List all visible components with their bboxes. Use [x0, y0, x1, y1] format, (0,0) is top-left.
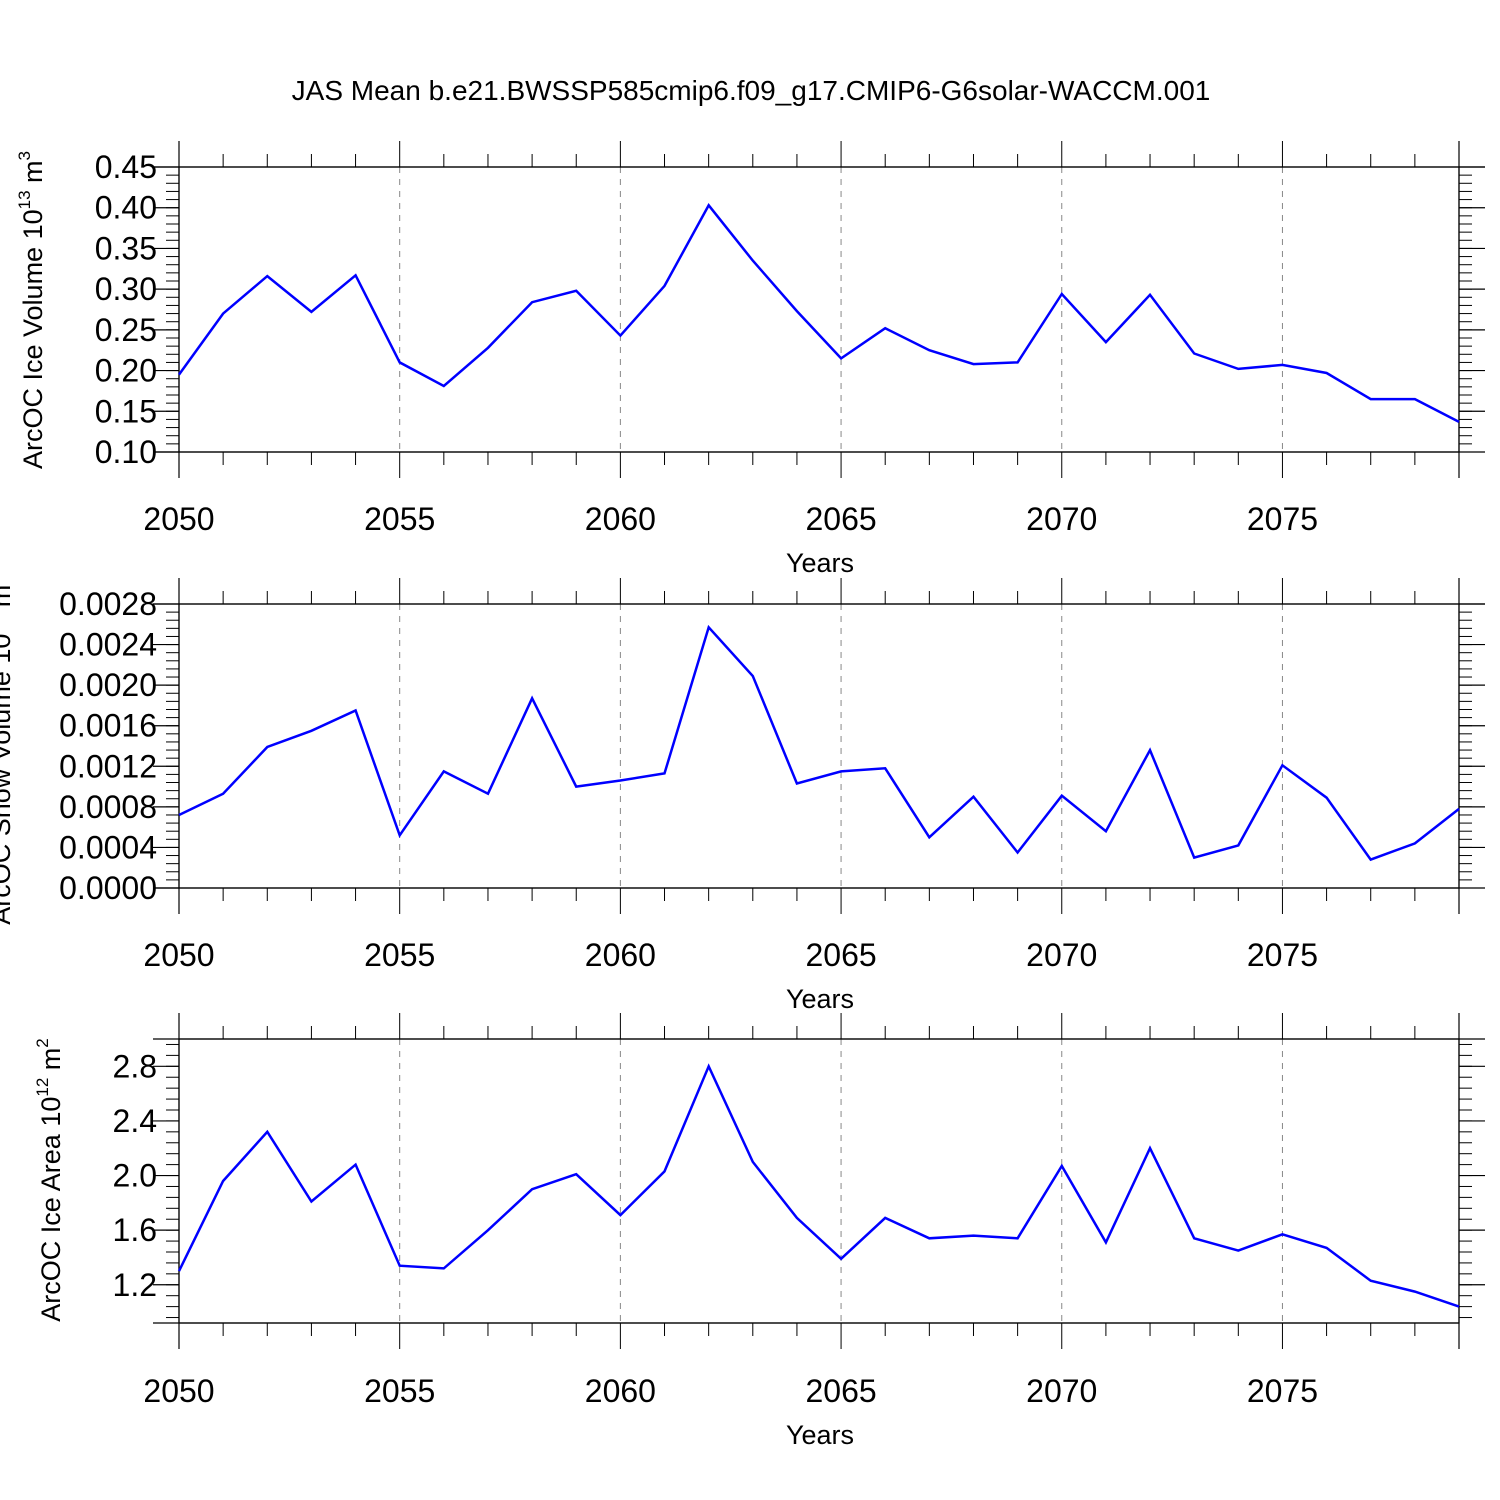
- y-tick-label: 0.35: [95, 230, 157, 266]
- plot-frame: [178, 603, 1460, 889]
- y-tick-label: 2.0: [113, 1158, 157, 1194]
- y-tick-label: 0.25: [95, 312, 157, 348]
- y-tick-label: 0.0008: [59, 789, 157, 825]
- x-tick-label: 2065: [805, 1373, 876, 1409]
- x-tick-label: 2065: [805, 937, 876, 973]
- y-tick-label: 0.45: [95, 149, 157, 185]
- x-tick-label: 2060: [585, 937, 656, 973]
- y-tick-label: 2.8: [113, 1048, 157, 1084]
- y-tick-label: 1.2: [113, 1267, 157, 1303]
- x-tick-label: 2070: [1026, 1373, 1097, 1409]
- x-axis-title: Years: [786, 548, 854, 578]
- x-tick-label: 2050: [143, 937, 214, 973]
- series-line: [178, 624, 1460, 862]
- x-tick-label: 2075: [1247, 1373, 1318, 1409]
- y-tick-label: 2.4: [113, 1103, 157, 1139]
- y-tick-label: 0.0020: [59, 667, 157, 703]
- panel-ice-volume: 0.10 0.15 0.20 0.25 0.30 0.35 0.40 0.45 2050 2055…: [15, 141, 1485, 578]
- y-tick-label: 0.40: [95, 190, 157, 226]
- page-title: JAS Mean b.e21.BWSSP585cmip6.f09_g17.CMI…: [292, 75, 1211, 106]
- x-tick-label: 2075: [1247, 937, 1318, 973]
- plot-frame: [178, 1038, 1460, 1324]
- x-axis-title: Years: [786, 984, 854, 1014]
- y-tick-label: 0.0000: [59, 870, 157, 906]
- x-tick-label: 2060: [585, 1373, 656, 1409]
- series-line: [177, 203, 1460, 424]
- x-tick-label: 2065: [805, 501, 876, 537]
- x-tick-label: 2050: [143, 1373, 214, 1409]
- x-tick-label: 2055: [364, 937, 435, 973]
- series-line: [177, 1063, 1460, 1308]
- panel-ice-area: 1.2 1.6 2.0 2.4 2.8 2050 2055 2060 2065 2070 2075 Y…: [33, 1013, 1485, 1450]
- y-tick-label: 0.15: [95, 393, 157, 429]
- y-tick-label: 0.0012: [59, 748, 157, 784]
- x-axis-title: Years: [786, 1420, 854, 1450]
- y-axis-title: ArcOC Snow Volume 1013 m3: [0, 575, 16, 925]
- y-tick-label: 0.20: [95, 353, 157, 389]
- x-tick-label: 2075: [1247, 501, 1318, 537]
- y-tick-label: 0.0024: [59, 627, 157, 663]
- x-tick-label: 2060: [585, 501, 656, 537]
- y-tick-label: 0.30: [95, 271, 157, 307]
- y-tick-label: 0.0028: [59, 586, 157, 622]
- y-axis-title: ArcOC Ice Area 1012 m2: [33, 1038, 66, 1322]
- plot-frame: [178, 166, 1460, 453]
- x-tick-label: 2070: [1026, 937, 1097, 973]
- x-tick-label: 2050: [143, 501, 214, 537]
- y-tick-label: 0.0004: [59, 829, 157, 865]
- x-tick-label: 2070: [1026, 501, 1097, 537]
- y-axis-title: ArcOC Ice Volume 1013 m3: [15, 151, 48, 469]
- y-tick-label: 1.6: [113, 1212, 157, 1248]
- y-tick-label: 0.0016: [59, 708, 157, 744]
- panel-snow-volume: 0.0000 0.0004 0.0008 0.0012 0.0016 0.0020 0.00…: [0, 575, 1485, 1014]
- x-tick-label: 2055: [364, 501, 435, 537]
- y-tick-label: 0.10: [95, 434, 157, 470]
- x-tick-label: 2055: [364, 1373, 435, 1409]
